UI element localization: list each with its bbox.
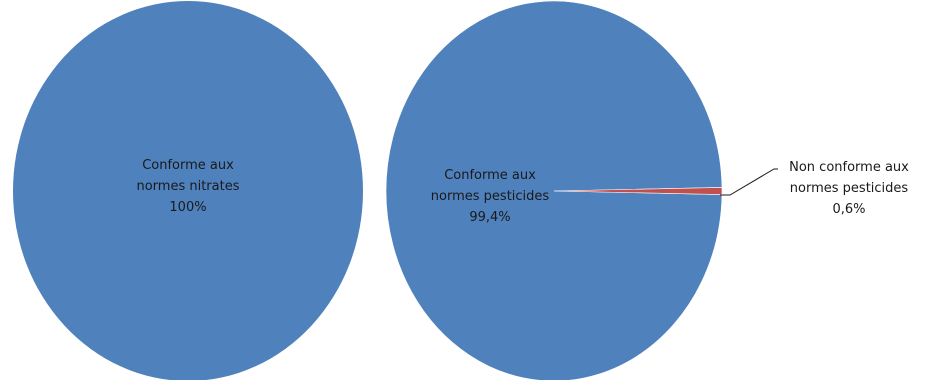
slice-label-line: normes nitrates: [136, 179, 240, 194]
slice-label-pesticides-conforme: Conforme aux normes pesticides 99,4%: [400, 165, 580, 228]
slice-label-pesticides-non-conforme: Non conforme aux normes pesticides 0,6%: [770, 157, 928, 220]
slice-label-line: normes pesticides: [430, 189, 550, 204]
slice-label-line: normes pesticides: [789, 181, 909, 196]
slice-pesticides-conforme: [385, 0, 723, 380]
slice-percent-label: 99,4%: [469, 210, 511, 225]
slice-label-line: Non conforme aux: [789, 160, 909, 175]
slice-label-line: Conforme aux: [444, 168, 536, 183]
slice-label-line: Conforme aux: [142, 158, 234, 173]
slice-nitrates-conforme: [13, 1, 363, 380]
leader-line: [720, 168, 778, 196]
slice-percent-label: 0,6%: [832, 202, 866, 217]
slice-label-nitrates-conforme: Conforme aux normes nitrates 100%: [100, 155, 276, 218]
slice-percent-label: 100%: [169, 200, 207, 215]
